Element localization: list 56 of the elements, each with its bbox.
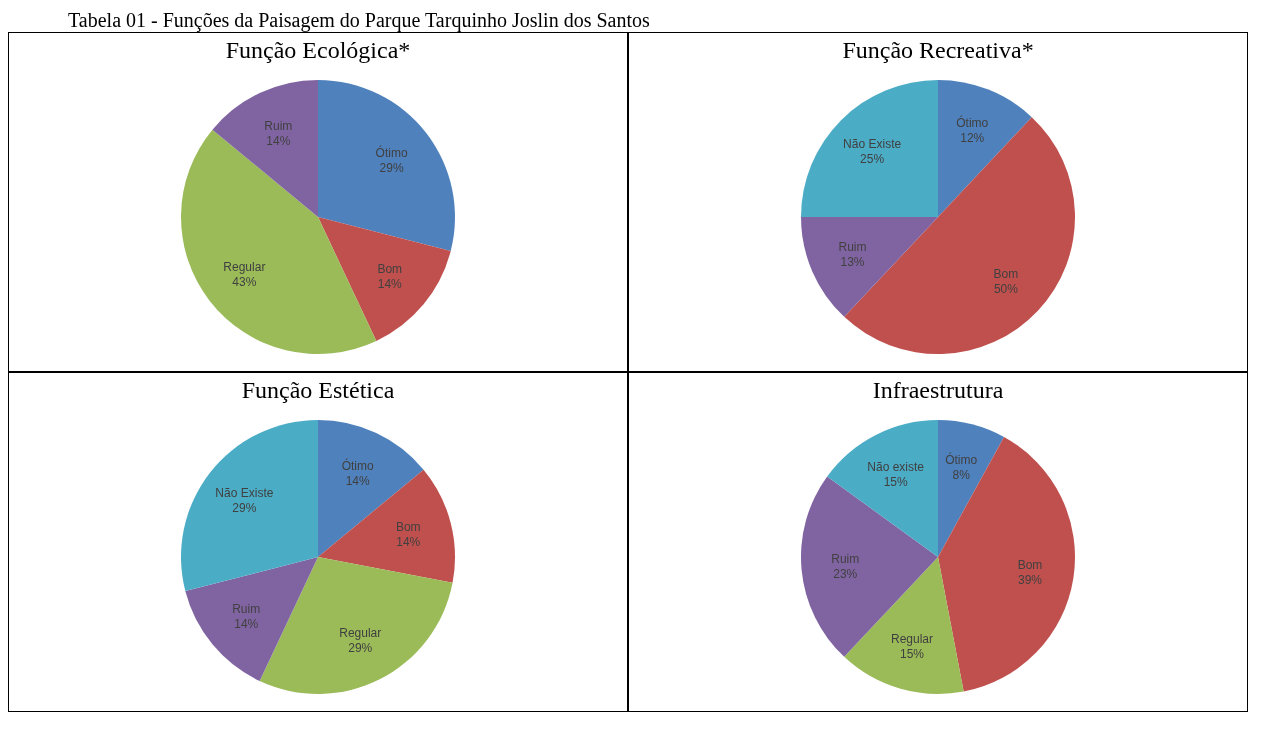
data-label: 14% xyxy=(234,617,259,632)
pie-slice xyxy=(181,129,377,354)
pie-slice xyxy=(318,469,455,583)
pie-slice xyxy=(801,217,938,317)
chart-title: Função Estética xyxy=(241,376,395,405)
pie-slice xyxy=(259,557,453,694)
slice-label: Ótimo xyxy=(341,457,374,473)
chart-title: Função Ecológica* xyxy=(225,36,411,65)
data-label: 14% xyxy=(345,473,370,488)
slice-label: Regular xyxy=(339,626,382,641)
slice-label: Ruim xyxy=(838,240,867,254)
slice-label: Não existe xyxy=(867,459,925,474)
data-label: 39% xyxy=(1018,572,1043,587)
pie-slice xyxy=(801,80,938,217)
slice-label: Regular xyxy=(223,260,266,275)
data-label: 12% xyxy=(960,131,985,146)
slice-label: Ruim xyxy=(831,551,860,566)
pie-slice xyxy=(801,476,938,657)
data-label: 13% xyxy=(840,255,865,269)
chart-title: Infraestrutura xyxy=(872,376,1004,405)
slice-label: Ruim xyxy=(264,118,293,133)
data-label: 14% xyxy=(377,277,403,292)
data-label: 15% xyxy=(883,474,909,489)
pie-slice xyxy=(938,80,1032,217)
slice-label: Ótimo xyxy=(375,144,408,160)
slice-label: Não Existe xyxy=(843,137,902,152)
slice-label: Bom xyxy=(395,519,421,534)
data-label: 25% xyxy=(860,152,885,167)
data-label: 23% xyxy=(833,566,858,581)
data-label: 14% xyxy=(266,133,291,148)
data-label: 14% xyxy=(396,534,421,549)
chart-title: Função Recreativa* xyxy=(842,36,1034,65)
pie-slice xyxy=(212,80,318,217)
pie-slice xyxy=(938,420,1004,557)
data-label: 15% xyxy=(899,647,925,662)
slice-label: Não Existe xyxy=(215,485,274,500)
slice-label: Ótimo xyxy=(945,451,978,467)
data-label: 29% xyxy=(232,500,257,515)
data-label: 43% xyxy=(232,275,257,290)
slice-label: Bom xyxy=(377,262,403,277)
pie-slice xyxy=(185,557,318,681)
data-label: 29% xyxy=(379,160,404,175)
slice-label: Regular xyxy=(890,632,934,647)
pie-slice xyxy=(318,420,424,557)
data-label: 29% xyxy=(348,641,373,656)
pie-slice xyxy=(318,217,451,341)
pie-slice xyxy=(318,80,455,252)
slice-label: Ruim xyxy=(232,602,261,617)
data-label: 8% xyxy=(952,467,971,482)
slice-label: Bom xyxy=(1017,557,1043,572)
text: Tabela 01 - Funções da Paisagem do Parque Tarquinho Joslin dos Santos xyxy=(67,8,651,32)
pie-slice xyxy=(938,436,1075,692)
slice-label: Ótimo xyxy=(956,115,989,131)
data-label: 50% xyxy=(993,281,1019,296)
slice-label: Bom xyxy=(993,266,1019,281)
pie-slice xyxy=(181,420,318,592)
